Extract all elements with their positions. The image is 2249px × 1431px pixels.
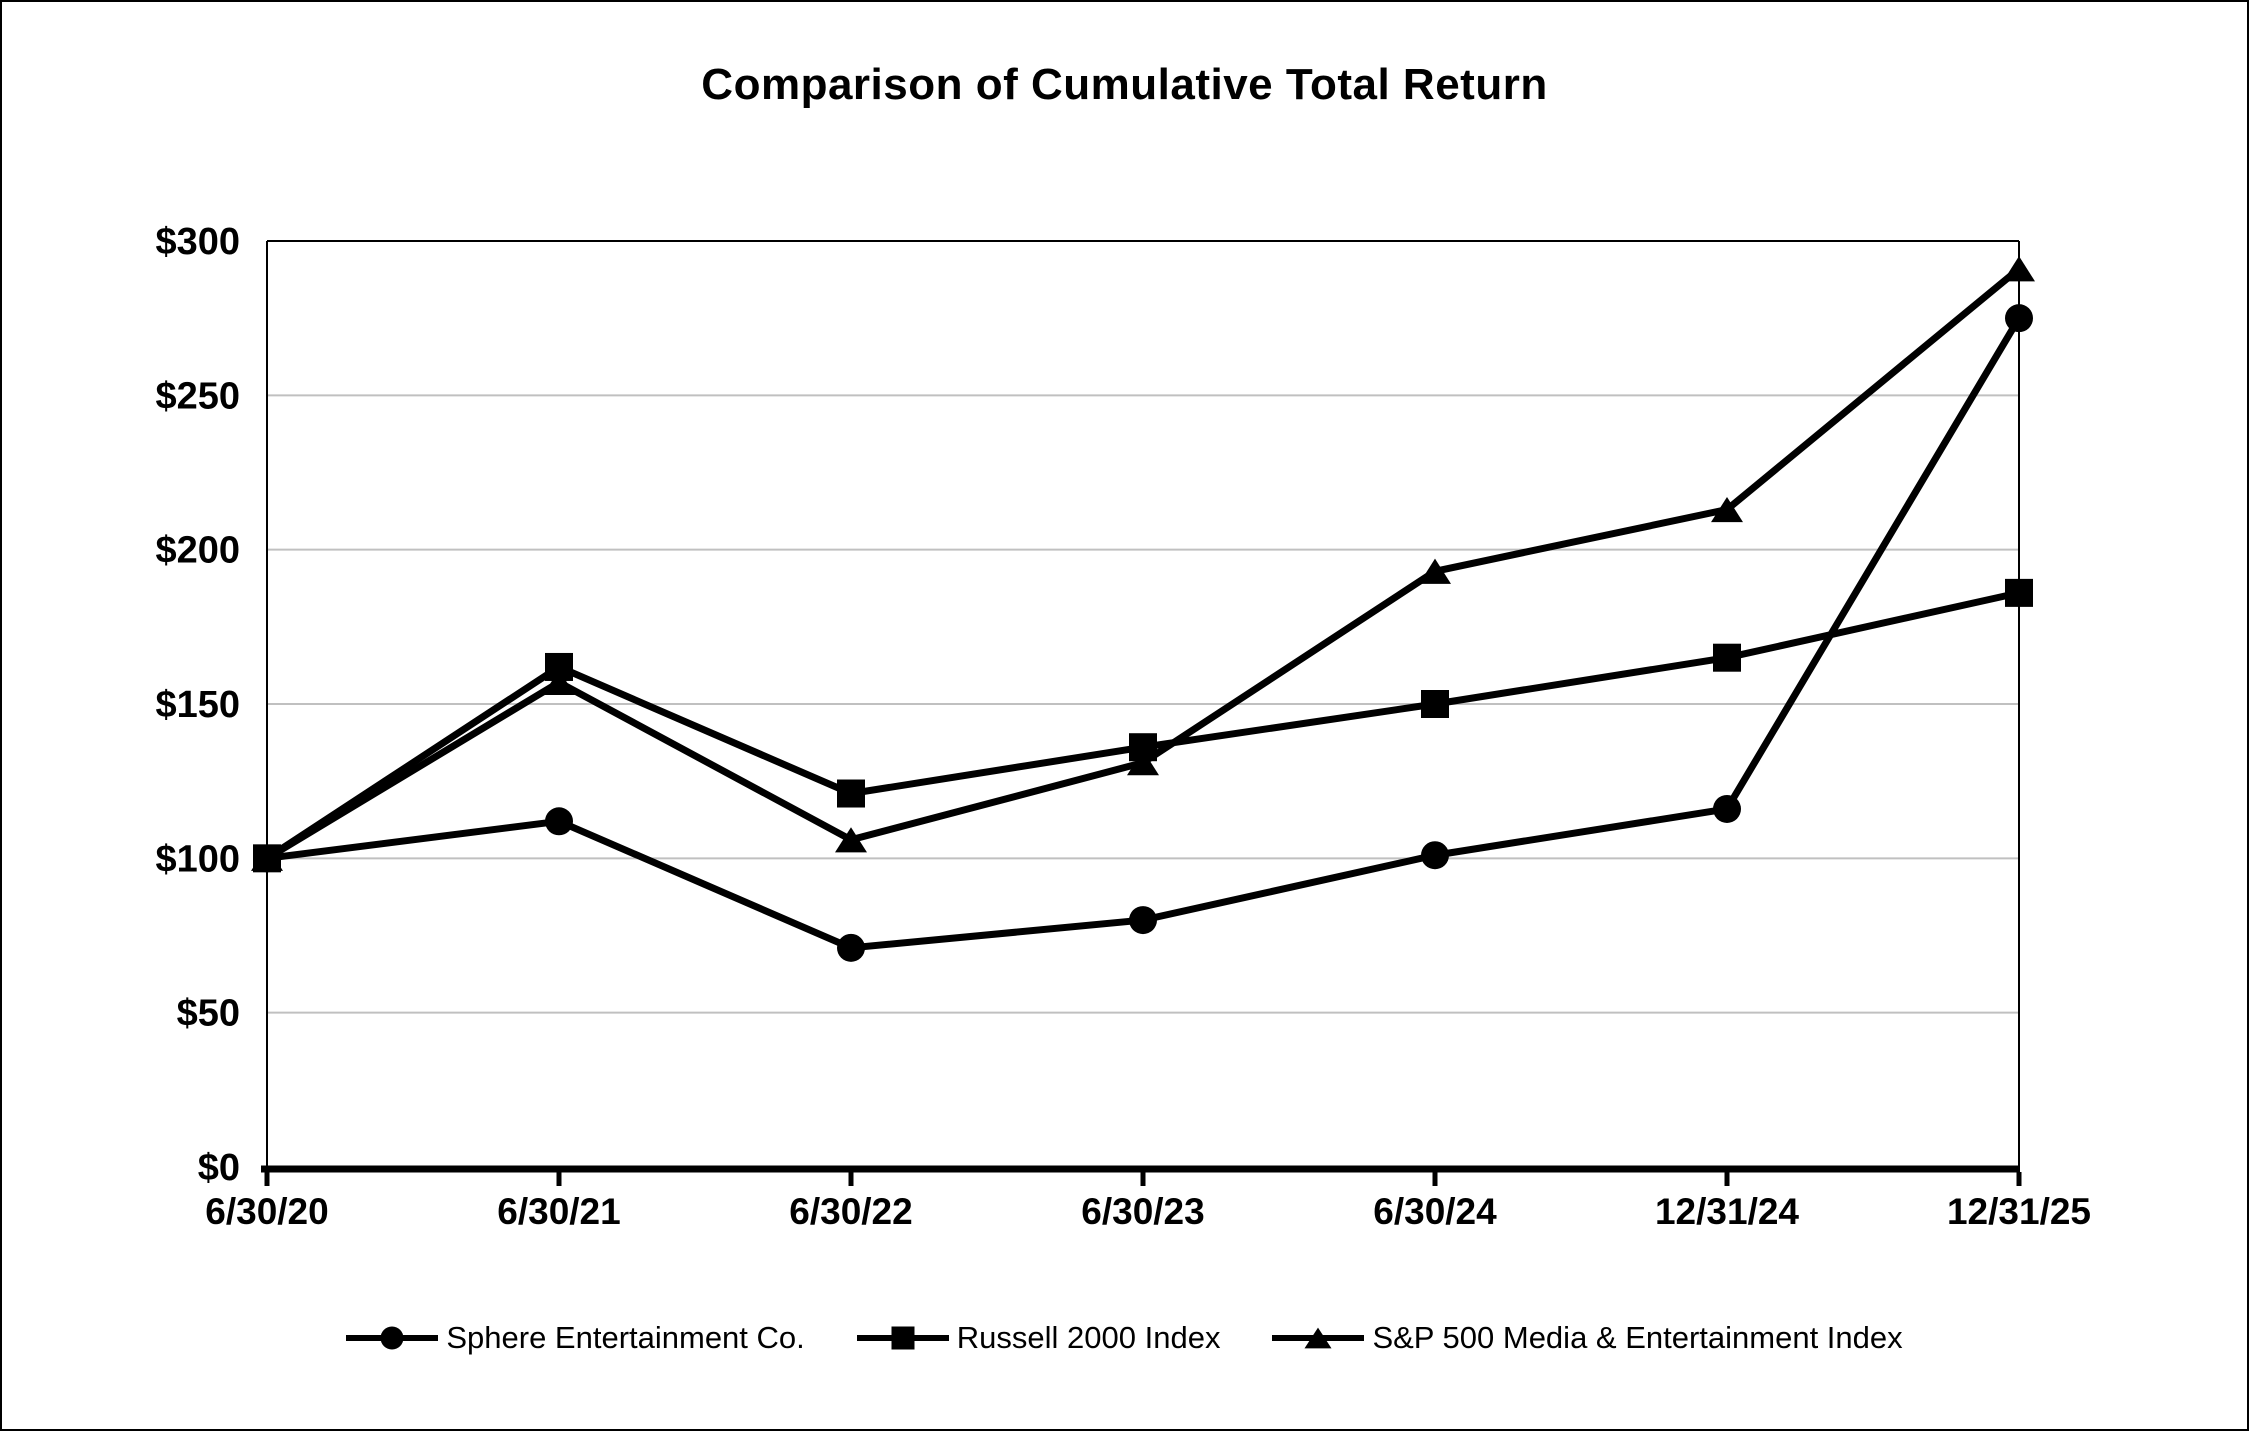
triangle-marker-icon xyxy=(835,827,867,853)
triangle-series-legend-icon xyxy=(1272,1327,1365,1349)
circle-marker-icon xyxy=(2005,304,2033,333)
legend-item-sphere-entertainment-co: Sphere Entertainment Co. xyxy=(346,1320,805,1356)
square-marker-icon xyxy=(837,779,865,808)
y-axis-label: $300 xyxy=(155,221,240,263)
square-marker-icon xyxy=(1713,643,1741,672)
series-sphere-entertainment-co xyxy=(253,304,2033,962)
x-axis-label: 6/30/23 xyxy=(1081,1191,1204,1232)
series-line xyxy=(266,316,2023,952)
square-marker-icon xyxy=(253,844,281,873)
square-marker-icon xyxy=(2005,578,2033,607)
triangle-marker-icon xyxy=(1419,558,1451,584)
square-marker-icon xyxy=(891,1326,915,1350)
x-axis-label: 6/30/22 xyxy=(789,1191,912,1232)
square-series-legend-icon xyxy=(856,1326,949,1350)
series-russell-2000-index xyxy=(253,578,2033,873)
circle-marker-icon xyxy=(1129,906,1157,935)
square-marker-icon xyxy=(545,652,573,681)
chart-title: Comparison of Cumulative Total Return xyxy=(701,60,1548,109)
circle-marker-icon xyxy=(837,933,865,962)
triangle-marker-icon xyxy=(1304,1327,1332,1349)
circle-marker-icon xyxy=(1713,794,1741,823)
y-axis-label: $100 xyxy=(155,838,240,880)
legend-label: Russell 2000 Index xyxy=(956,1320,1221,1355)
series-line xyxy=(265,589,2020,862)
legend-label: Sphere Entertainment Co. xyxy=(446,1320,805,1355)
triangle-marker-icon xyxy=(1711,496,1743,523)
square-marker-icon xyxy=(1421,690,1449,718)
circle-series-legend-icon xyxy=(346,1326,439,1350)
legend-item-russell-2000-index: Russell 2000 Index xyxy=(856,1320,1221,1356)
circle-marker-icon xyxy=(545,807,573,836)
y-axis-label: $200 xyxy=(155,530,240,572)
triangle-marker-icon xyxy=(2003,256,2035,282)
x-axis-label: 6/30/21 xyxy=(497,1191,620,1232)
x-axis-label: 6/30/20 xyxy=(205,1191,328,1232)
y-axis-label: $150 xyxy=(155,684,240,726)
legend-label: S&P 500 Media & Entertainment Index xyxy=(1372,1320,1903,1355)
y-axis-label: $0 xyxy=(198,1147,240,1189)
x-axis-label: 6/30/24 xyxy=(1373,1191,1497,1232)
y-axis-label: $50 xyxy=(177,993,240,1035)
circle-marker-icon xyxy=(1421,841,1449,870)
chart-legend: Sphere Entertainment Co. Russell 2000 In… xyxy=(2,1308,2247,1368)
circle-marker-icon xyxy=(380,1326,404,1350)
x-axis-label: 12/31/24 xyxy=(1655,1191,1799,1232)
x-axis-label: 12/31/25 xyxy=(1947,1191,2091,1232)
legend-item-sp-500-media-entertainment-index: S&P 500 Media & Entertainment Index xyxy=(1272,1320,1903,1356)
triangle-marker-icon xyxy=(1127,750,1159,776)
y-axis-label: $250 xyxy=(155,375,240,417)
square-marker-icon xyxy=(1129,733,1157,762)
series-s-p-500-media-entertainment-index xyxy=(251,256,2035,871)
triangle-marker-icon xyxy=(543,669,575,695)
